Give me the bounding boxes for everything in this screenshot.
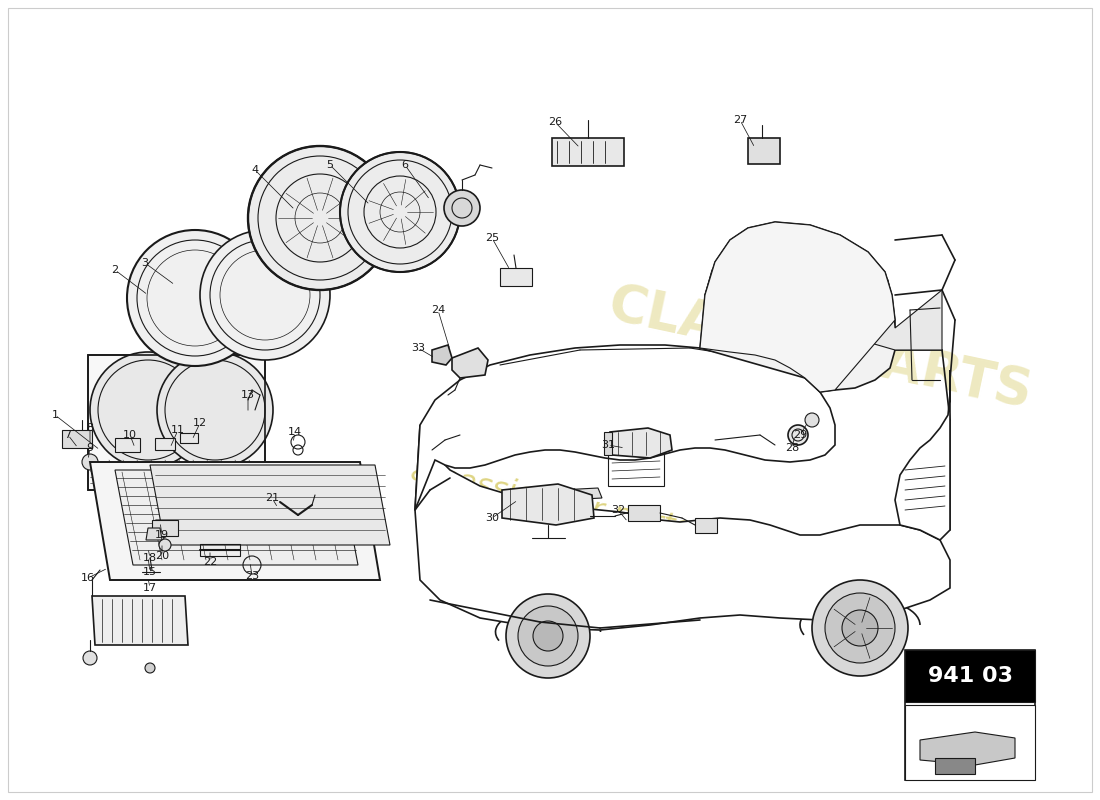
Text: 10: 10 [123,430,138,440]
Circle shape [534,621,563,651]
Circle shape [444,190,480,226]
Text: 32: 32 [610,505,625,515]
Text: 18: 18 [143,553,157,563]
Polygon shape [88,355,265,490]
Text: 7: 7 [65,430,72,440]
Bar [748,138,780,164]
Bar [905,650,1035,780]
Text: 13: 13 [241,390,255,400]
Bar [695,518,717,533]
Bar [200,544,240,556]
Text: 16: 16 [81,573,95,583]
Circle shape [82,651,97,665]
Polygon shape [155,438,175,450]
Circle shape [788,425,808,445]
Circle shape [812,580,907,676]
Bar [628,505,660,521]
Polygon shape [700,222,895,392]
Text: 12: 12 [192,418,207,428]
Text: 14: 14 [288,427,302,437]
Polygon shape [502,484,594,525]
Polygon shape [700,222,895,392]
Circle shape [825,593,895,663]
Text: 15: 15 [143,567,157,577]
Text: 22: 22 [202,557,217,567]
Polygon shape [116,438,140,452]
Bar [905,705,1035,780]
Text: 941 03: 941 03 [927,666,1012,686]
Polygon shape [415,345,835,510]
Text: a passion for parts: a passion for parts [408,456,692,544]
Text: 26: 26 [548,117,562,127]
Circle shape [145,663,155,673]
Bar [935,758,975,774]
Text: 1: 1 [52,410,58,420]
Text: 28: 28 [785,443,799,453]
Polygon shape [452,348,488,378]
Polygon shape [560,488,602,500]
Text: 33: 33 [411,343,425,353]
Polygon shape [895,370,950,540]
Circle shape [157,352,273,468]
Text: 23: 23 [245,571,260,581]
Text: 8: 8 [87,423,94,433]
Text: 29: 29 [793,430,807,440]
Polygon shape [116,470,358,565]
Circle shape [126,230,263,366]
Text: 19: 19 [155,530,169,540]
Text: 17: 17 [143,583,157,593]
Polygon shape [705,224,942,350]
Text: 27: 27 [733,115,747,125]
Circle shape [805,413,820,427]
Bar [552,138,624,166]
Text: 5: 5 [327,160,333,170]
Text: CLASSICPARTS: CLASSICPARTS [603,280,1036,420]
Bar [500,268,532,286]
Polygon shape [415,425,950,630]
Circle shape [82,454,98,470]
Bar [608,450,664,486]
Polygon shape [146,528,162,540]
Text: 4: 4 [252,165,258,175]
Bar [152,520,178,536]
Polygon shape [610,428,672,458]
Circle shape [842,610,878,646]
Polygon shape [604,432,612,455]
Circle shape [506,594,590,678]
Polygon shape [180,433,198,443]
Text: 20: 20 [155,551,169,561]
Text: 3: 3 [142,258,148,268]
Bar [905,650,1035,702]
Text: 30: 30 [485,513,499,523]
Circle shape [248,146,392,290]
Text: 9: 9 [87,443,94,453]
Polygon shape [92,596,188,645]
Circle shape [518,606,578,666]
Polygon shape [150,465,390,545]
Text: 31: 31 [601,440,615,450]
Text: 25: 25 [485,233,499,243]
Text: 2: 2 [111,265,119,275]
Text: 24: 24 [431,305,446,315]
Polygon shape [62,430,92,448]
Circle shape [90,352,206,468]
Text: 11: 11 [170,425,185,435]
Polygon shape [90,462,379,580]
Text: 6: 6 [402,160,408,170]
Text: 21: 21 [265,493,279,503]
Polygon shape [920,732,1015,765]
Text: 85: 85 [760,233,880,327]
Circle shape [160,539,170,551]
Circle shape [200,230,330,360]
Polygon shape [432,345,452,365]
Circle shape [340,152,460,272]
